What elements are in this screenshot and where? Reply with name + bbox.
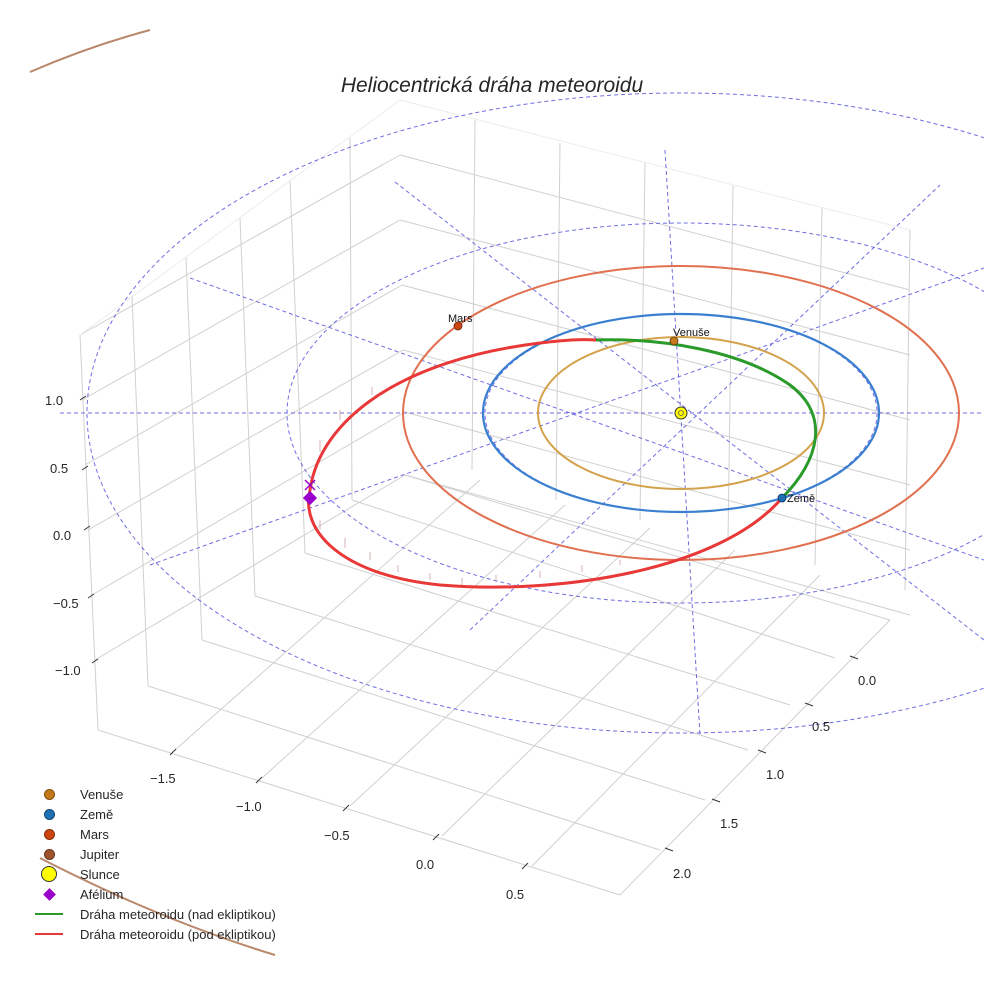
trajectory-above-ecliptic — [595, 338, 818, 500]
z-axis-tick-label: 0.0 — [53, 528, 72, 543]
x-axis-tick-label: −1.0 — [236, 799, 262, 814]
legend-item: Jupiter — [34, 844, 276, 864]
planet-label: Mars — [448, 313, 473, 325]
earth-orbit — [481, 312, 881, 514]
trajectory-below-ecliptic — [307, 338, 784, 589]
y-axis-tick-label: 0.0 — [858, 673, 877, 688]
x-axis-tick-label: 0.5 — [506, 887, 525, 902]
legend-dot-icon — [34, 784, 64, 804]
legend-item: Dráha meteoroidu (pod ekliptikou) — [34, 924, 276, 944]
y-axis-tick-label: 1.5 — [720, 816, 739, 831]
earth-marker — [777, 493, 787, 503]
grid — [79, 99, 911, 896]
legend-diamond-icon — [34, 884, 64, 904]
venus-orbit — [537, 336, 825, 490]
x-axis-tick-label: −0.5 — [324, 828, 350, 843]
planet-label: Země — [787, 493, 816, 505]
projection-lines — [319, 387, 621, 585]
legend-label: Mars — [80, 826, 109, 842]
venus-marker — [669, 336, 679, 346]
legend-item: Dráha meteoroidu (nad ekliptikou) — [34, 904, 276, 924]
z-axis-tick-label: 0.5 — [50, 461, 69, 476]
sun-marker — [674, 406, 688, 420]
legend-item: Mars — [34, 824, 276, 844]
tick-marks — [79, 395, 859, 870]
mars-marker — [453, 321, 463, 331]
legend-label: Jupiter — [80, 846, 120, 862]
y-axis-tick-label: 1.0 — [766, 767, 785, 782]
legend-label: Afélium — [80, 886, 124, 902]
planet-label: Venuše — [673, 327, 710, 339]
legend-label: Venuše — [80, 786, 124, 802]
legend-dot-icon — [34, 804, 64, 824]
legend-label: Dráha meteoroidu (nad ekliptikou) — [80, 906, 276, 922]
y-axis-tick-label: 2.0 — [673, 866, 692, 881]
legend-item: Země — [34, 804, 276, 824]
legend-dot-icon — [34, 844, 64, 864]
legend-item: Afélium — [34, 884, 276, 904]
jupiter-orbit — [29, 29, 276, 956]
legend-label: Dráha meteoroidu (pod ekliptikou) — [80, 926, 276, 942]
legend-item: Slunce — [34, 864, 276, 884]
z-axis-tick-label: −1.0 — [55, 663, 81, 678]
legend-sun-icon — [34, 864, 64, 884]
legend-dot-icon — [34, 824, 64, 844]
legend-label: Slunce — [80, 866, 120, 882]
chart-title: Heliocentrická dráha meteoroidu — [340, 74, 644, 97]
z-axis-tick-label: −0.5 — [53, 596, 79, 611]
legend: Venuše Země Mars Jupiter Slunce Afélium Dráha … — [34, 784, 276, 944]
legend-item: Venuše — [34, 784, 276, 804]
x-axis-tick-label: 0.0 — [416, 857, 435, 872]
x-axis-tick-label: −1.5 — [150, 771, 176, 786]
aphelion-marker — [302, 479, 318, 506]
legend-line-icon — [34, 924, 64, 944]
legend-line-icon — [34, 904, 64, 924]
y-axis-tick-label: 0.5 — [812, 719, 831, 734]
reference-grid — [60, 92, 984, 736]
legend-label: Země — [80, 806, 114, 822]
z-axis-tick-label: 1.0 — [45, 393, 64, 408]
